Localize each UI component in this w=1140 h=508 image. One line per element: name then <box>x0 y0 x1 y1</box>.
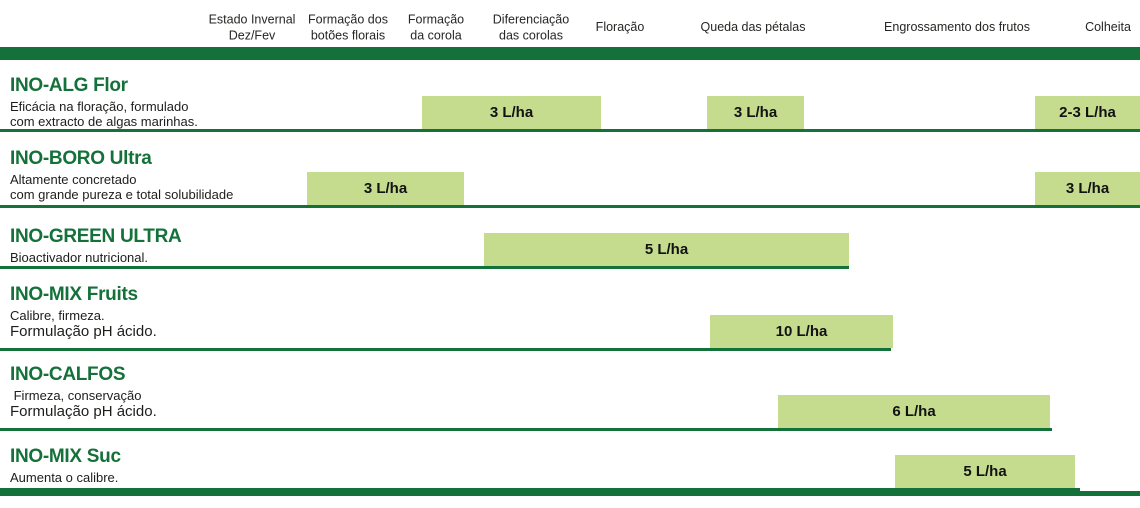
stage-label: Queda das pétalas <box>700 20 806 35</box>
dose-bar: 3 L/ha <box>1035 172 1140 205</box>
dose-bar: 2-3 L/ha <box>1035 96 1140 129</box>
stage-label: Colheita <box>1085 20 1131 35</box>
product-description-line: Altamente concretado <box>10 172 137 187</box>
product-description-line: Aumenta o calibre. <box>10 470 119 485</box>
product-name: INO-ALG Flor <box>10 75 128 96</box>
product-rule <box>0 266 849 269</box>
header-rule <box>0 47 1140 60</box>
dose-bar: 6 L/ha <box>778 395 1050 428</box>
product-description-line: Calibre, firmeza. <box>10 308 105 323</box>
product-rule <box>0 428 1052 431</box>
product-rule <box>0 129 1140 132</box>
product-rule <box>0 205 1140 208</box>
product-rule <box>0 488 1080 491</box>
product-rule <box>0 348 891 351</box>
stage-label: Formação da corola <box>407 12 465 42</box>
bottom-rule <box>0 491 1140 496</box>
dose-bar: 3 L/ha <box>422 96 601 129</box>
product-name: INO-MIX Fruits <box>10 284 138 305</box>
dose-bar: 3 L/ha <box>307 172 464 205</box>
dose-bar: 10 L/ha <box>710 315 893 348</box>
product-description-line: Formulação pH ácido. <box>10 323 157 340</box>
product-description-line: Firmeza, conservação <box>10 388 142 403</box>
dose-bar: 5 L/ha <box>484 233 849 266</box>
product-name: INO-BORO Ultra <box>10 148 152 169</box>
dose-bar: 3 L/ha <box>707 96 804 129</box>
stage-label: Floração <box>595 20 645 35</box>
product-description-line: Formulação pH ácido. <box>10 403 157 420</box>
product-name: INO-CALFOS <box>10 364 126 385</box>
product-description-line: com extracto de algas marinhas. <box>10 114 198 129</box>
dose-bar: 5 L/ha <box>895 455 1075 488</box>
stage-label: Diferenciação das corolas <box>492 12 570 42</box>
product-description-line: com grande pureza e total solubilidade <box>10 187 234 202</box>
stage-label: Estado Invernal Dez/Fev <box>208 12 296 42</box>
product-description-line: Bioactivador nutricional. <box>10 250 149 265</box>
stage-label: Formação dos botões florais <box>308 12 388 42</box>
product-description-line: Eficácia na floração, formulado <box>10 99 189 114</box>
product-name: INO-GREEN ULTRA <box>10 226 182 247</box>
stage-label: Engrossamento dos frutos <box>884 20 1030 35</box>
product-name: INO-MIX Suc <box>10 446 121 467</box>
